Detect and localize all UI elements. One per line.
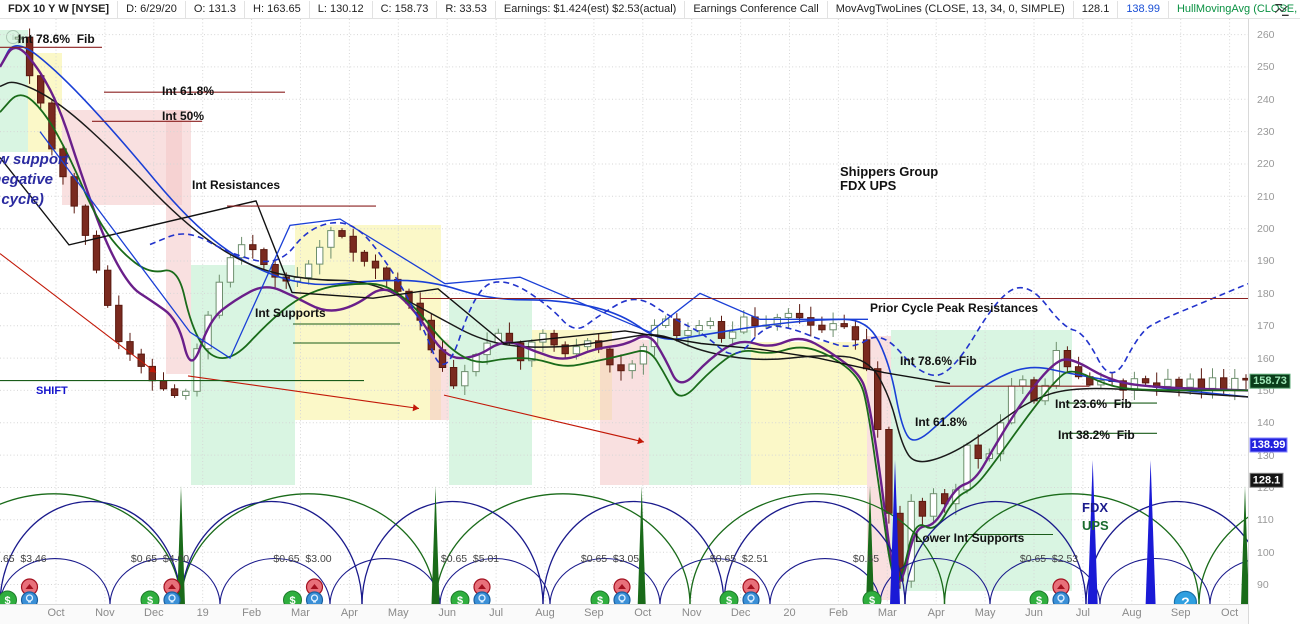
svg-text:190: 190 xyxy=(1257,255,1275,267)
svg-text:240: 240 xyxy=(1257,94,1275,106)
svg-text:100: 100 xyxy=(1257,547,1275,559)
svg-text:158.73: 158.73 xyxy=(1253,375,1287,387)
svg-text:140: 140 xyxy=(1257,417,1275,429)
svg-text:180: 180 xyxy=(1257,288,1275,300)
svg-text:170: 170 xyxy=(1257,320,1275,332)
svg-text:110: 110 xyxy=(1257,514,1274,526)
svg-text:90: 90 xyxy=(1257,579,1269,591)
svg-text:160: 160 xyxy=(1257,353,1275,365)
svg-text:210: 210 xyxy=(1257,191,1275,203)
svg-text:250: 250 xyxy=(1257,61,1275,73)
svg-text:200: 200 xyxy=(1257,223,1275,235)
svg-text:230: 230 xyxy=(1257,126,1275,138)
svg-text:128.1: 128.1 xyxy=(1253,474,1281,486)
svg-text:220: 220 xyxy=(1257,158,1275,170)
svg-text:138.99: 138.99 xyxy=(1252,439,1286,451)
svg-text:260: 260 xyxy=(1257,29,1275,41)
